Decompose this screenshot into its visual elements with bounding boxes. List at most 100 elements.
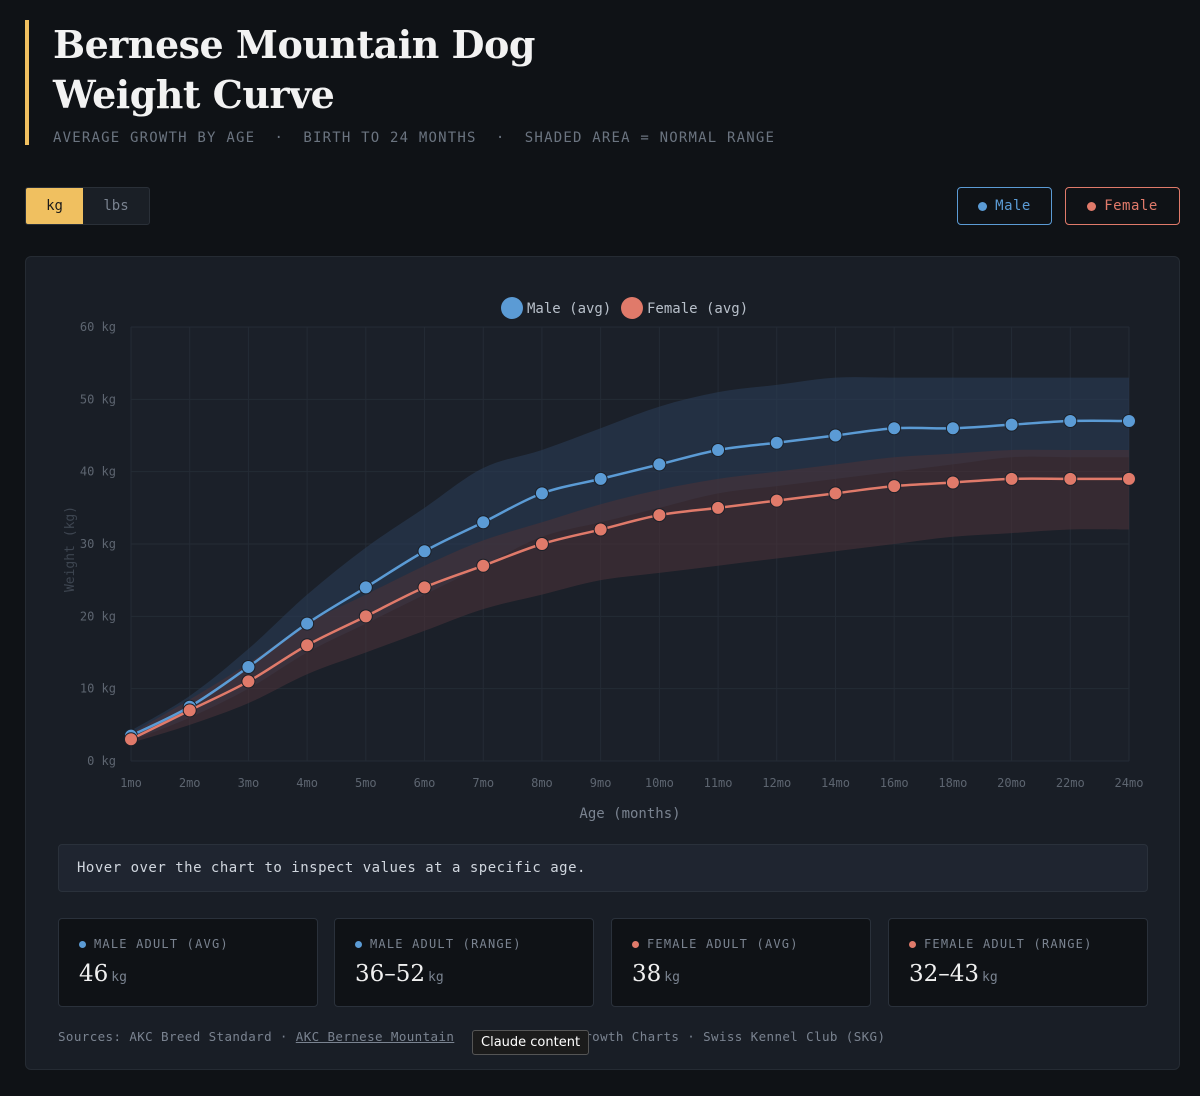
x-tick-label: 9mo <box>590 776 612 790</box>
stat-label: MALE ADULT (RANGE) <box>370 937 522 951</box>
female-data-point <box>828 486 843 501</box>
male-toggle-button[interactable]: Male <box>957 187 1052 225</box>
x-axis-title: Age (months) <box>579 806 680 822</box>
male-toggle-label: Male <box>995 198 1031 214</box>
unit-lbs-button[interactable]: lbs <box>103 198 129 214</box>
female-data-point <box>300 638 315 653</box>
male-data-point <box>945 421 960 436</box>
x-tick-label: 4mo <box>296 776 318 790</box>
male-data-point <box>593 471 608 486</box>
female-data-point <box>945 475 960 490</box>
female-data-point <box>593 522 608 537</box>
female-range-band <box>131 449 1129 743</box>
tooltip: Claude content <box>472 1030 590 1055</box>
x-tick-label: 22mo <box>1056 776 1085 790</box>
male-data-point <box>1004 417 1019 432</box>
x-tick-label: 20mo <box>997 776 1026 790</box>
y-tick-label: 0 kg <box>87 754 116 768</box>
x-tick-label: 5mo <box>355 776 377 790</box>
legend-swatch <box>621 297 643 319</box>
female-data-point <box>358 609 373 624</box>
stat-unit: kg <box>982 970 998 985</box>
male-data-point <box>476 515 491 530</box>
male-data-point <box>1063 414 1078 429</box>
stat-unit: kg <box>428 970 444 985</box>
weight-chart[interactable]: 0 kg 10 kg 20 kg 30 kg 40 kg 50 kg 60 kg 1mo 2mo… <box>26 257 1181 837</box>
female-data-point <box>769 493 784 508</box>
x-tick-label: 3mo <box>238 776 260 790</box>
y-axis-title: Weight (kg) <box>63 506 78 592</box>
title-line-2: Weight Curve <box>53 72 335 117</box>
stat-card-male-range: MALE ADULT (RANGE) 36–52 kg <box>334 918 594 1007</box>
male-data-point <box>417 544 432 559</box>
y-tick-label: 40 kg <box>80 465 116 479</box>
hover-hint: Hover over the chart to inspect values a… <box>58 844 1148 892</box>
page-header: Bernese Mountain Dog Weight Curve AVERAG… <box>25 20 776 146</box>
male-data-point <box>300 616 315 631</box>
female-data-point <box>417 580 432 595</box>
page-title: Bernese Mountain Dog Weight Curve <box>53 20 573 120</box>
stat-unit: kg <box>111 970 127 985</box>
stat-value: 36–52 <box>355 961 426 987</box>
x-tick-label: 10mo <box>645 776 674 790</box>
stat-label: MALE ADULT (AVG) <box>94 937 229 951</box>
male-dot-icon <box>978 201 988 211</box>
stat-card-male-avg: MALE ADULT (AVG) 46 kg <box>58 918 318 1007</box>
y-tick-label: 30 kg <box>80 537 116 551</box>
male-data-point <box>711 442 726 457</box>
legend-label: Female (avg) <box>647 301 748 317</box>
legend-swatch <box>501 297 523 319</box>
female-data-point <box>1122 471 1136 486</box>
stat-label: FEMALE ADULT (AVG) <box>647 937 799 951</box>
male-data-point <box>534 486 549 501</box>
female-data-point <box>182 703 197 718</box>
stat-card-female-avg: FEMALE ADULT (AVG) 38 kg <box>611 918 871 1007</box>
female-data-point <box>887 479 902 494</box>
y-tick-label: 10 kg <box>80 682 116 696</box>
x-tick-label: 7mo <box>472 776 494 790</box>
female-data-point <box>1063 471 1078 486</box>
female-data-point <box>124 732 138 747</box>
y-tick-label: 50 kg <box>80 392 116 406</box>
female-data-point <box>1004 471 1019 486</box>
x-tick-label: 24mo <box>1115 776 1144 790</box>
male-dot-icon <box>355 940 362 948</box>
male-data-point <box>358 580 373 595</box>
female-dot-icon <box>909 940 916 948</box>
unit-toggle: kg lbs <box>25 187 150 225</box>
stat-value: 38 <box>632 961 662 987</box>
y-tick-label: 60 kg <box>80 320 116 334</box>
sources-prefix: Sources: AKC Breed Standard · <box>58 1029 296 1044</box>
x-tick-label: 16mo <box>880 776 909 790</box>
stat-value: 32–43 <box>909 961 980 987</box>
female-data-point <box>711 500 726 515</box>
female-data-point <box>652 508 667 523</box>
male-data-point <box>769 435 784 450</box>
x-tick-label: 12mo <box>762 776 791 790</box>
male-dot-icon <box>79 940 86 948</box>
male-data-point <box>1122 414 1136 429</box>
male-data-point <box>828 428 843 443</box>
female-data-point <box>241 674 256 689</box>
source-link[interactable]: AKC Bernese Mountain <box>295 1029 455 1044</box>
sources-line: Sources: AKC Breed Standard · AKC Bernes… <box>58 1029 885 1044</box>
female-data-point <box>534 537 549 551</box>
male-data-point <box>652 457 667 472</box>
unit-kg-button[interactable]: kg <box>26 188 83 224</box>
y-tick-label: 20 kg <box>80 609 116 623</box>
female-dot-icon <box>632 940 639 948</box>
x-tick-label: 8mo <box>531 776 553 790</box>
x-tick-label: 14mo <box>821 776 850 790</box>
female-dot-icon <box>1087 201 1097 211</box>
male-data-point <box>887 421 902 436</box>
title-line-1: Bernese Mountain Dog <box>53 22 535 67</box>
stat-unit: kg <box>664 970 680 985</box>
x-tick-label: 6mo <box>414 776 436 790</box>
female-toggle-label: Female <box>1104 198 1158 214</box>
x-tick-label: 2mo <box>179 776 201 790</box>
x-tick-label: 18mo <box>938 776 967 790</box>
female-toggle-button[interactable]: Female <box>1065 187 1180 225</box>
x-tick-label: 11mo <box>704 776 733 790</box>
legend-label: Male (avg) <box>527 301 611 317</box>
page-subtitle: AVERAGE GROWTH BY AGE · BIRTH TO 24 MONT… <box>53 130 776 146</box>
